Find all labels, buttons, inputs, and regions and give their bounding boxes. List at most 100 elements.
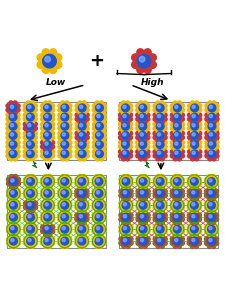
Circle shape bbox=[99, 244, 103, 248]
Circle shape bbox=[46, 155, 47, 158]
Circle shape bbox=[178, 120, 182, 124]
Circle shape bbox=[24, 213, 28, 217]
Circle shape bbox=[82, 184, 86, 188]
Circle shape bbox=[214, 206, 218, 209]
Circle shape bbox=[13, 110, 17, 114]
Circle shape bbox=[61, 141, 69, 148]
Circle shape bbox=[158, 137, 160, 139]
Circle shape bbox=[212, 150, 214, 152]
Circle shape bbox=[23, 141, 27, 145]
Circle shape bbox=[188, 117, 192, 121]
Circle shape bbox=[179, 126, 181, 128]
Circle shape bbox=[58, 201, 62, 205]
Circle shape bbox=[44, 154, 46, 156]
Circle shape bbox=[61, 110, 65, 114]
Circle shape bbox=[212, 110, 214, 112]
Circle shape bbox=[209, 203, 212, 206]
Circle shape bbox=[65, 148, 69, 152]
Circle shape bbox=[143, 123, 145, 125]
Circle shape bbox=[191, 122, 198, 130]
Circle shape bbox=[129, 241, 133, 245]
Circle shape bbox=[158, 104, 160, 106]
Circle shape bbox=[67, 142, 68, 145]
Circle shape bbox=[119, 136, 123, 140]
Circle shape bbox=[101, 115, 103, 117]
Circle shape bbox=[158, 214, 161, 218]
Circle shape bbox=[78, 190, 86, 197]
Circle shape bbox=[157, 115, 158, 117]
Circle shape bbox=[65, 119, 69, 123]
Circle shape bbox=[122, 202, 130, 209]
Circle shape bbox=[173, 141, 181, 148]
Circle shape bbox=[92, 213, 96, 217]
Circle shape bbox=[163, 206, 167, 209]
Circle shape bbox=[84, 108, 86, 110]
Circle shape bbox=[146, 104, 150, 108]
Circle shape bbox=[179, 154, 181, 156]
Circle shape bbox=[61, 108, 63, 110]
Circle shape bbox=[68, 182, 72, 186]
Circle shape bbox=[163, 122, 167, 126]
Circle shape bbox=[178, 137, 179, 139]
Circle shape bbox=[95, 222, 99, 226]
Circle shape bbox=[44, 152, 46, 154]
Circle shape bbox=[178, 147, 182, 151]
Circle shape bbox=[193, 137, 195, 139]
Circle shape bbox=[61, 129, 65, 133]
Circle shape bbox=[119, 177, 123, 182]
Circle shape bbox=[43, 120, 47, 124]
Circle shape bbox=[179, 115, 181, 117]
Circle shape bbox=[32, 154, 34, 156]
Circle shape bbox=[173, 101, 177, 105]
Circle shape bbox=[190, 196, 194, 200]
Circle shape bbox=[34, 206, 38, 209]
Circle shape bbox=[44, 117, 46, 119]
Circle shape bbox=[207, 244, 212, 248]
Circle shape bbox=[84, 126, 86, 128]
Circle shape bbox=[208, 150, 216, 158]
Circle shape bbox=[208, 134, 210, 135]
Circle shape bbox=[139, 237, 147, 245]
Circle shape bbox=[79, 108, 81, 110]
Circle shape bbox=[143, 234, 147, 238]
Circle shape bbox=[75, 145, 79, 149]
Circle shape bbox=[65, 234, 69, 238]
Circle shape bbox=[195, 101, 199, 105]
Text: Low: Low bbox=[46, 78, 66, 87]
Circle shape bbox=[129, 229, 133, 233]
Circle shape bbox=[78, 225, 86, 233]
Circle shape bbox=[99, 128, 104, 133]
Circle shape bbox=[208, 120, 212, 124]
Circle shape bbox=[65, 244, 69, 248]
Circle shape bbox=[11, 214, 14, 218]
Circle shape bbox=[27, 234, 31, 238]
Circle shape bbox=[58, 122, 62, 126]
Circle shape bbox=[160, 184, 164, 188]
Circle shape bbox=[156, 196, 160, 200]
Circle shape bbox=[175, 141, 177, 143]
Circle shape bbox=[99, 138, 104, 142]
Circle shape bbox=[78, 120, 82, 124]
Circle shape bbox=[27, 222, 31, 226]
Circle shape bbox=[95, 138, 99, 142]
Circle shape bbox=[79, 203, 82, 206]
Circle shape bbox=[128, 126, 133, 130]
Circle shape bbox=[61, 124, 63, 126]
Circle shape bbox=[178, 138, 182, 142]
Circle shape bbox=[170, 145, 174, 149]
Circle shape bbox=[26, 157, 30, 161]
Circle shape bbox=[143, 129, 147, 133]
Circle shape bbox=[85, 104, 89, 108]
Circle shape bbox=[180, 177, 184, 182]
Circle shape bbox=[31, 184, 35, 188]
Circle shape bbox=[43, 148, 47, 152]
Circle shape bbox=[75, 241, 79, 245]
Circle shape bbox=[9, 208, 14, 212]
Circle shape bbox=[212, 220, 216, 224]
Circle shape bbox=[132, 61, 139, 68]
Circle shape bbox=[27, 175, 31, 178]
Circle shape bbox=[28, 151, 31, 154]
Circle shape bbox=[23, 126, 27, 130]
Circle shape bbox=[14, 234, 18, 238]
Circle shape bbox=[102, 154, 106, 158]
